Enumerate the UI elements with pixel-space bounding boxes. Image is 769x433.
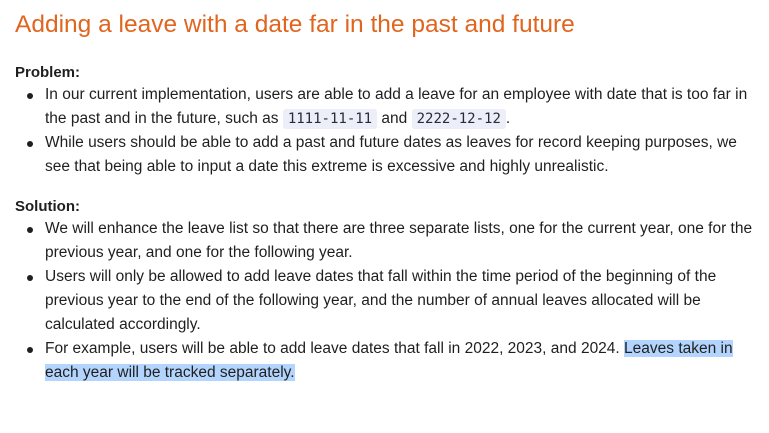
bullet-icon — [27, 227, 33, 233]
list-item: Users will only be allowed to add leave … — [15, 265, 760, 337]
document: Adding a leave with a date far in the pa… — [15, 0, 760, 385]
solution-bullet-2-text: Users will only be allowed to add leave … — [45, 268, 717, 333]
bullet-icon — [27, 347, 33, 353]
page-title: Adding a leave with a date far in the pa… — [15, 11, 575, 38]
solution-bullet-1-text: We will enhance the leave list so that t… — [45, 220, 753, 261]
problem-list: In our current implementation, users are… — [15, 83, 760, 179]
problem-bullet-1-text-start: In our current implementation, users are… — [45, 86, 748, 127]
solution-list: We will enhance the leave list so that t… — [15, 217, 760, 385]
list-item: While users should be able to add a past… — [15, 131, 760, 179]
problem-heading: Problem: — [15, 64, 81, 81]
problem-bullet-1-text-end: . — [505, 110, 511, 127]
problem-bullet-1-text-mid: and — [377, 110, 412, 127]
list-item: We will enhance the leave list so that t… — [15, 217, 760, 265]
bullet-icon — [27, 93, 33, 99]
inline-code-date-future: 2222-12-12 — [411, 109, 506, 129]
solution-bullet-3-text: For example, users will be able to add l… — [45, 340, 625, 357]
inline-code-date-past: 1111-11-11 — [282, 109, 378, 129]
list-item: In our current implementation, users are… — [15, 83, 760, 131]
bullet-icon — [27, 141, 33, 147]
solution-heading: Solution: — [15, 198, 80, 215]
problem-bullet-2-text: While users should be able to add a past… — [45, 134, 737, 175]
list-item: For example, users will be able to add l… — [15, 337, 760, 385]
bullet-icon — [27, 275, 33, 281]
